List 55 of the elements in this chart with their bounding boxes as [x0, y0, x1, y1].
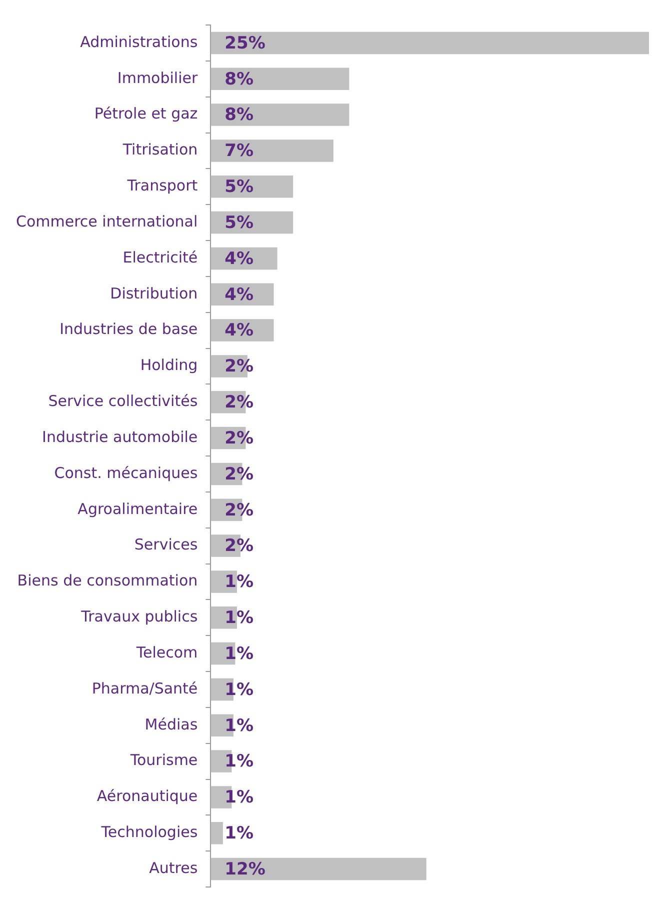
y-tick-label: Service collectivités [48, 392, 198, 410]
bar [210, 68, 350, 90]
data-label: 25% [224, 33, 266, 54]
data-label: 7% [224, 141, 254, 162]
y-tick-label: Médias [144, 715, 198, 734]
data-label: 5% [224, 177, 254, 198]
bar [210, 140, 334, 162]
y-tick-label: Aéronautique [96, 787, 198, 806]
bar [210, 822, 223, 844]
y-tick-label: Industries de base [60, 320, 198, 338]
data-label: 1% [224, 644, 254, 664]
y-tick-label: Titrisation [122, 140, 198, 159]
y-tick-label: Distribution [110, 284, 198, 302]
y-tick-label: Autres [149, 858, 198, 877]
y-tick-label: Immobilier [117, 68, 198, 87]
data-label: 1% [224, 716, 254, 736]
y-tick-label: Electricité [122, 248, 198, 266]
y-tick-label: Telecom [135, 643, 198, 662]
data-label: 2% [224, 536, 254, 556]
y-tick-label: Services [134, 536, 198, 554]
bar [210, 175, 294, 198]
y-tick-label: Industrie automobile [42, 428, 198, 446]
data-label: 8% [224, 69, 254, 90]
data-label: 2% [224, 464, 254, 484]
data-label: 1% [224, 752, 254, 772]
data-label: 1% [224, 788, 254, 808]
data-label: 2% [224, 392, 254, 413]
bar [210, 32, 649, 54]
data-label: 8% [224, 105, 254, 126]
data-label: 4% [224, 248, 254, 269]
y-tick-label: Agroalimentaire [78, 500, 198, 518]
data-label: 5% [224, 212, 254, 233]
data-label: 2% [224, 428, 254, 448]
y-tick-label: Transport [126, 176, 198, 195]
bar [210, 858, 426, 880]
y-tick-label: Commerce international [16, 212, 198, 230]
y-tick-label: Holding [140, 356, 198, 374]
y-tick-label: Administrations [80, 32, 198, 51]
y-tick-label: Biens de consommation [17, 572, 198, 590]
data-label: 1% [224, 572, 254, 592]
data-label: 1% [224, 824, 254, 844]
y-tick-label: Technologies [100, 823, 198, 842]
data-label: 1% [224, 608, 254, 628]
y-tick-label: Travaux publics [80, 608, 198, 626]
data-label: 12% [224, 859, 266, 880]
y-tick-label: Pétrole et gaz [94, 104, 198, 123]
bar [210, 104, 350, 126]
data-label: 2% [224, 356, 254, 377]
data-label: 1% [224, 680, 254, 700]
y-tick-label: Pharma/Santé [92, 679, 198, 698]
data-label: 4% [224, 320, 254, 341]
data-label: 4% [224, 284, 254, 305]
y-tick-label: Const. mécaniques [54, 464, 198, 482]
data-label: 2% [224, 500, 254, 520]
y-tick-label: Tourisme [129, 751, 198, 770]
